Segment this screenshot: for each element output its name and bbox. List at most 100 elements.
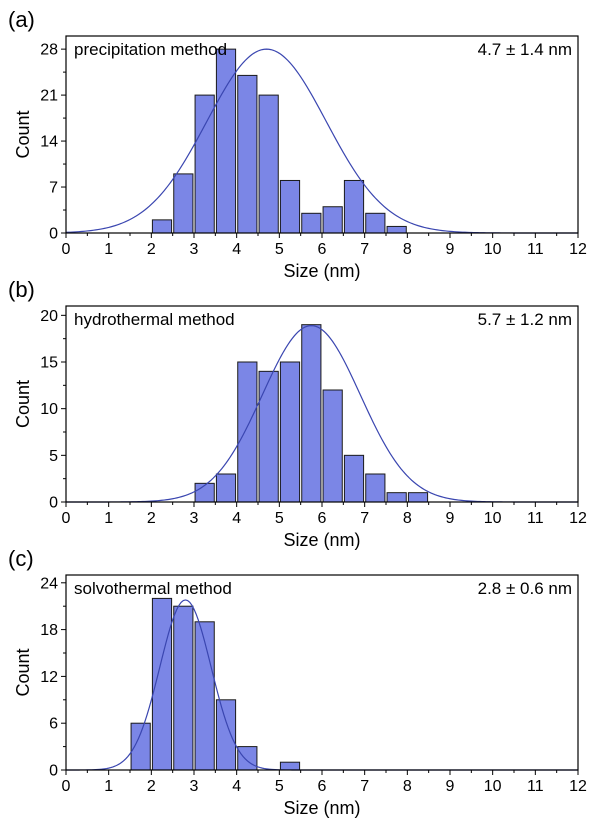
histogram-bar	[194, 94, 215, 234]
histogram-bar	[301, 324, 322, 503]
histogram-bar	[322, 389, 343, 503]
size-stat-label: 2.8 ± 0.6 nm	[478, 579, 572, 598]
x-tick-label: 4	[232, 510, 241, 527]
x-tick-label: 9	[446, 778, 455, 795]
x-tick-label: 4	[232, 241, 241, 258]
x-tick-label: 10	[484, 241, 502, 258]
x-tick-label: 7	[360, 510, 369, 527]
x-tick-label: 10	[484, 510, 502, 527]
x-tick-label: 3	[190, 241, 199, 258]
x-tick-label: 12	[569, 241, 587, 258]
histogram-bar	[279, 761, 301, 771]
histogram-bar	[194, 621, 215, 771]
method-label: solvothermal method	[74, 579, 232, 598]
histogram-bar	[194, 482, 215, 503]
gaussian-fit-line	[66, 324, 578, 503]
gaussian-fit-line	[65, 48, 578, 234]
histogram-bar	[215, 473, 237, 503]
x-tick-label: 2	[147, 241, 156, 258]
y-axis-label: Count	[13, 380, 33, 428]
x-tick-label: 1	[104, 510, 113, 527]
y-axis-label: Count	[13, 110, 33, 158]
y-tick-label: 15	[40, 355, 58, 372]
x-tick-label: 5	[275, 241, 284, 258]
x-tick-label: 0	[62, 510, 71, 527]
y-tick-label: 20	[40, 308, 58, 325]
y-tick-label: 18	[40, 622, 58, 639]
x-tick-label: 11	[527, 241, 544, 258]
x-tick-label: 6	[318, 778, 327, 795]
y-tick-label: 0	[49, 226, 58, 243]
x-axis-label: Size (nm)	[283, 798, 360, 818]
y-tick-label: 21	[40, 88, 58, 105]
y-tick-label: 12	[40, 669, 58, 686]
method-label: hydrothermal method	[74, 310, 235, 329]
y-tick-label: 14	[40, 134, 58, 151]
x-tick-label: 7	[360, 778, 369, 795]
x-tick-label: 2	[147, 778, 156, 795]
x-tick-label: 12	[569, 778, 587, 795]
histogram-bar	[258, 370, 279, 503]
x-axis-label: Size (nm)	[283, 261, 360, 281]
x-tick-label: 11	[527, 778, 544, 795]
x-tick-label: 3	[190, 510, 199, 527]
panel-label: (c)	[8, 546, 34, 571]
x-tick-label: 6	[318, 510, 327, 527]
histogram-bar	[365, 473, 386, 503]
histogram-bar	[258, 94, 279, 234]
histogram-bar	[343, 454, 365, 503]
x-tick-label: 11	[527, 510, 544, 527]
size-stat-label: 4.7 ± 1.4 nm	[478, 40, 572, 59]
histogram-bar	[343, 179, 365, 234]
x-tick-label: 1	[104, 241, 113, 258]
histogram-bar	[173, 173, 194, 234]
x-tick-label: 4	[232, 778, 241, 795]
y-tick-label: 0	[49, 495, 58, 512]
histogram-bar	[173, 605, 194, 771]
x-tick-label: 8	[403, 778, 412, 795]
size-stat-label: 5.7 ± 1.2 nm	[478, 310, 572, 329]
x-tick-label: 8	[403, 241, 412, 258]
y-tick-label: 24	[40, 575, 58, 592]
histogram-bar	[151, 219, 173, 234]
y-tick-label: 5	[49, 448, 58, 465]
x-tick-label: 0	[62, 241, 71, 258]
histogram-bar	[237, 361, 258, 503]
histogram-bar	[407, 492, 429, 503]
x-tick-label: 9	[446, 241, 455, 258]
x-tick-label: 6	[318, 241, 327, 258]
histogram-bar	[237, 746, 258, 771]
x-tick-label: 10	[484, 778, 502, 795]
histogram-bar	[237, 74, 258, 234]
x-tick-label: 7	[360, 241, 369, 258]
x-axis-label: Size (nm)	[283, 530, 360, 550]
y-tick-label: 0	[49, 763, 58, 780]
histogram-bar	[322, 206, 343, 234]
x-tick-label: 5	[275, 778, 284, 795]
y-tick-label: 7	[49, 180, 58, 197]
histogram-bar	[365, 212, 386, 234]
x-tick-label: 9	[446, 510, 455, 527]
histogram-bar	[301, 212, 322, 234]
x-tick-label: 12	[569, 510, 587, 527]
x-tick-label: 3	[190, 778, 199, 795]
x-tick-label: 1	[104, 778, 113, 795]
histogram-bar	[279, 179, 301, 234]
y-axis-label: Count	[13, 648, 33, 696]
y-tick-label: 10	[40, 401, 58, 418]
plot-frame	[65, 35, 579, 234]
method-label: precipitation method	[74, 40, 227, 59]
y-tick-label: 28	[40, 42, 58, 59]
histogram-bar	[215, 699, 237, 771]
x-tick-label: 8	[403, 510, 412, 527]
x-tick-label: 5	[275, 510, 284, 527]
x-tick-label: 2	[147, 510, 156, 527]
histogram-bar	[279, 361, 301, 503]
panel-label: (b)	[8, 277, 35, 302]
histogram-bar	[386, 492, 407, 503]
y-tick-label: 6	[49, 716, 58, 733]
